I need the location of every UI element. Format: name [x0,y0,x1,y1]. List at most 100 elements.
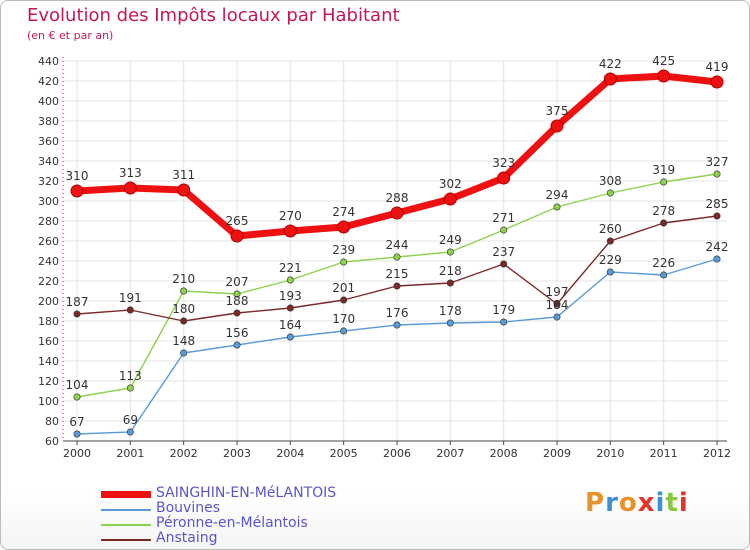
data-label: 215 [386,267,409,281]
x-tick-label: 2008 [490,447,518,460]
legend-label-sainghin: SAINGHIN-EN-MéLANTOIS [156,485,337,501]
data-label: 221 [279,261,302,275]
data-point [180,349,188,357]
data-label: 69 [123,413,138,427]
axis-layer: 60 80 100 120 140 160 180 200 220 240 260 280 300 320… [38,55,731,460]
y-tick-label: 60 [45,435,59,448]
y-tick-label: 260 [38,235,59,248]
data-point [283,224,297,238]
data-label: 425 [652,54,675,68]
data-label: 278 [652,204,675,218]
data-point [393,321,401,329]
data-label: 270 [279,209,302,223]
legend-label-bouvines: Bouvines [156,500,220,516]
data-label: 201 [332,281,355,295]
data-label: 148 [172,334,195,348]
chart-title: Evolution des Impôts locaux par Habitant [27,5,400,26]
data-label: 249 [439,233,462,247]
data-point [500,260,508,268]
logo-letter: o [618,488,638,518]
y-tick-label: 380 [38,115,59,128]
data-point [230,229,244,243]
data-label: 176 [386,306,409,320]
data-label: 310 [66,169,89,183]
data-point [390,206,404,220]
data-label: 239 [332,243,355,257]
data-point [286,304,294,312]
data-point [446,248,454,256]
data-point [443,192,457,206]
series-layer [70,69,724,438]
logo-letter: i [655,488,666,518]
x-tick-label: 2006 [383,447,411,460]
y-tick-label: 120 [38,375,59,388]
data-point [180,317,188,325]
logo-letter: P [585,488,606,518]
data-point [550,119,564,133]
legend-label-anstaing: Anstaing [156,530,218,546]
data-label: 419 [706,60,729,74]
y-tick-label: 400 [38,95,59,108]
data-label: 311 [172,168,195,182]
data-point [500,318,508,326]
x-tick-label: 2011 [650,447,678,460]
data-point [73,393,81,401]
data-label: 271 [492,211,515,225]
data-label: 180 [172,302,195,316]
y-tick-label: 240 [38,255,59,268]
data-label: 218 [439,264,462,278]
data-point [446,319,454,327]
data-label: 164 [279,318,302,332]
legend-label-peronne: Péronne-en-Mélantois [156,515,308,531]
data-label: 265 [226,214,249,228]
data-label: 67 [69,415,84,429]
data-point [233,341,241,349]
x-tick-label: 2010 [596,447,624,460]
data-point [553,313,561,321]
data-point [73,430,81,438]
data-point [710,75,724,89]
y-tick-label: 200 [38,295,59,308]
data-label-layer: 67 69 148 156 164 170 176 178 179 184 229 226 242 104… [66,54,729,429]
data-label: 179 [492,303,515,317]
data-point [713,212,721,220]
data-label: 319 [652,163,675,177]
data-point [73,310,81,318]
y-tick-label: 440 [38,55,59,68]
data-label: 260 [599,222,622,236]
data-label: 191 [119,291,142,305]
y-tick-label: 100 [38,395,59,408]
data-label: 113 [119,369,142,383]
data-label: 323 [492,156,515,170]
legend-swatch-sainghin [101,491,151,498]
x-tick-label: 2003 [223,447,251,460]
y-tick-label: 300 [38,195,59,208]
legend-swatch-peronne [101,524,151,526]
data-label: 242 [706,240,729,254]
data-point [340,296,348,304]
data-point [393,253,401,261]
data-label: 193 [279,289,302,303]
data-label: 197 [546,285,569,299]
logo-letter: r [605,488,619,518]
y-tick-label: 360 [38,135,59,148]
data-point [603,72,617,86]
y-tick-label: 180 [38,315,59,328]
data-point [286,333,294,341]
data-label: 375 [546,104,569,118]
x-tick-label: 2004 [276,447,304,460]
data-label: 229 [599,253,622,267]
data-label: 188 [226,294,249,308]
y-tick-label: 160 [38,335,59,348]
data-point [70,184,84,198]
chart-subtitle: (en € et par an) [27,29,114,42]
x-tick-label: 2002 [170,447,198,460]
data-label: 274 [332,205,355,219]
x-tick-label: 2005 [330,447,358,460]
data-point [500,226,508,234]
data-point [660,271,668,279]
logo-letter: i [678,488,689,518]
data-label: 184 [546,298,569,312]
data-label: 226 [652,256,675,270]
